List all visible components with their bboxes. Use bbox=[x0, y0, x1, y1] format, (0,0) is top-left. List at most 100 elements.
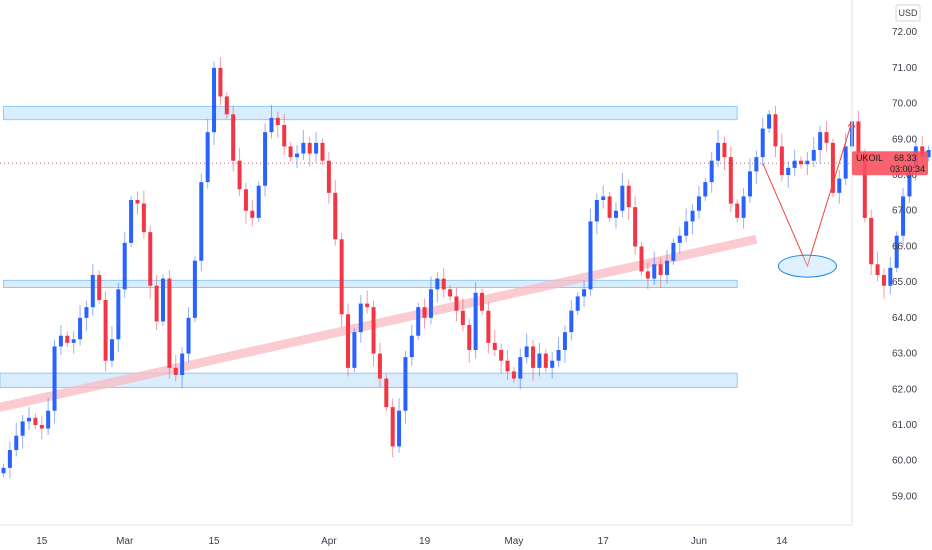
candle[interactable] bbox=[665, 250, 670, 284]
candle[interactable] bbox=[346, 303, 351, 377]
candle[interactable] bbox=[460, 297, 465, 332]
candle[interactable] bbox=[320, 138, 325, 165]
candle[interactable] bbox=[818, 125, 823, 163]
candle[interactable] bbox=[192, 256, 197, 323]
candle[interactable] bbox=[167, 270, 172, 379]
candle[interactable] bbox=[505, 350, 510, 380]
candle[interactable] bbox=[518, 348, 523, 390]
candle[interactable] bbox=[869, 209, 874, 275]
candle[interactable] bbox=[575, 292, 580, 315]
candle[interactable] bbox=[926, 145, 931, 162]
candle[interactable] bbox=[141, 190, 146, 239]
candle[interactable] bbox=[371, 300, 376, 367]
candle[interactable] bbox=[20, 415, 25, 449]
candle[interactable] bbox=[454, 287, 459, 322]
candle[interactable] bbox=[109, 326, 114, 368]
candle[interactable] bbox=[173, 355, 178, 382]
candle[interactable] bbox=[52, 340, 57, 424]
candle[interactable] bbox=[212, 61, 217, 145]
candle[interactable] bbox=[307, 136, 312, 167]
candle[interactable] bbox=[716, 130, 721, 168]
candle[interactable] bbox=[148, 225, 153, 299]
candle[interactable] bbox=[237, 147, 242, 196]
candle[interactable] bbox=[333, 180, 338, 246]
support-resistance-zone[interactable] bbox=[3, 105, 738, 121]
candle[interactable] bbox=[486, 302, 491, 354]
candle[interactable] bbox=[524, 333, 529, 364]
candle[interactable] bbox=[901, 187, 906, 247]
candle[interactable] bbox=[339, 232, 344, 328]
candle[interactable] bbox=[33, 413, 38, 430]
candle[interactable] bbox=[569, 300, 574, 341]
candle[interactable] bbox=[767, 110, 772, 133]
candle[interactable] bbox=[492, 330, 497, 357]
candle[interactable] bbox=[135, 191, 140, 215]
candle[interactable] bbox=[243, 182, 248, 224]
candle[interactable] bbox=[256, 181, 261, 223]
candle[interactable] bbox=[180, 347, 185, 388]
candle[interactable] bbox=[250, 200, 255, 227]
candle[interactable] bbox=[779, 133, 784, 182]
candle[interactable] bbox=[875, 251, 880, 282]
support-resistance-zone[interactable] bbox=[0, 372, 738, 389]
candle[interactable] bbox=[65, 331, 70, 348]
candle[interactable] bbox=[428, 276, 433, 325]
candle[interactable] bbox=[499, 343, 504, 374]
candle[interactable] bbox=[799, 156, 803, 169]
candle[interactable] bbox=[39, 416, 44, 440]
projected-path[interactable] bbox=[762, 121, 853, 268]
candle[interactable] bbox=[435, 272, 440, 303]
candle[interactable] bbox=[652, 251, 657, 285]
candle[interactable] bbox=[671, 238, 676, 265]
candle[interactable] bbox=[326, 152, 331, 204]
candle[interactable] bbox=[186, 307, 191, 363]
candle[interactable] bbox=[84, 300, 89, 331]
candle[interactable] bbox=[894, 231, 899, 273]
candle[interactable] bbox=[116, 282, 121, 353]
candle[interactable] bbox=[14, 422, 19, 457]
candle[interactable] bbox=[97, 270, 102, 305]
candle[interactable] bbox=[792, 150, 797, 177]
candle[interactable] bbox=[352, 327, 357, 373]
candle[interactable] bbox=[154, 275, 159, 330]
time-axis[interactable]: 15 Mar 15 Apr 19 May 17 Jun 14 bbox=[36, 536, 788, 547]
candle[interactable] bbox=[620, 172, 625, 218]
candle[interactable] bbox=[129, 195, 134, 248]
candle[interactable] bbox=[562, 325, 567, 363]
candle[interactable] bbox=[830, 138, 835, 198]
candle[interactable] bbox=[786, 161, 791, 188]
target-zone-ellipse[interactable] bbox=[777, 254, 837, 278]
candle[interactable] bbox=[390, 398, 395, 458]
candle[interactable] bbox=[709, 152, 714, 193]
candle[interactable] bbox=[467, 318, 472, 363]
candle[interactable] bbox=[294, 145, 299, 168]
candle[interactable] bbox=[263, 123, 268, 197]
candle[interactable] bbox=[741, 187, 746, 229]
candle[interactable] bbox=[684, 208, 689, 243]
candle[interactable] bbox=[161, 274, 165, 326]
candle[interactable] bbox=[377, 342, 382, 388]
candle[interactable] bbox=[773, 105, 778, 158]
candle[interactable] bbox=[358, 295, 363, 343]
candle[interactable] bbox=[27, 407, 32, 430]
candle[interactable] bbox=[594, 193, 599, 235]
candle[interactable] bbox=[531, 340, 536, 381]
candle[interactable] bbox=[122, 232, 127, 298]
candle[interactable] bbox=[384, 374, 389, 412]
candle[interactable] bbox=[543, 349, 548, 373]
currency-badge[interactable] bbox=[895, 4, 921, 22]
candle[interactable] bbox=[205, 119, 210, 189]
candle[interactable] bbox=[728, 146, 733, 213]
candle[interactable] bbox=[601, 185, 606, 209]
candle[interactable] bbox=[7, 441, 12, 479]
candle[interactable] bbox=[639, 242, 644, 276]
candle[interactable] bbox=[633, 196, 638, 255]
price-axis[interactable]: 72.00 71.00 70.00 69.00 68.00 67.00 66.00 65.00… bbox=[892, 27, 917, 502]
candle[interactable] bbox=[365, 290, 370, 314]
candle[interactable] bbox=[218, 57, 223, 105]
candle[interactable] bbox=[409, 325, 414, 366]
candle[interactable] bbox=[677, 227, 682, 254]
candle[interactable] bbox=[480, 288, 484, 315]
candle[interactable] bbox=[231, 105, 236, 172]
